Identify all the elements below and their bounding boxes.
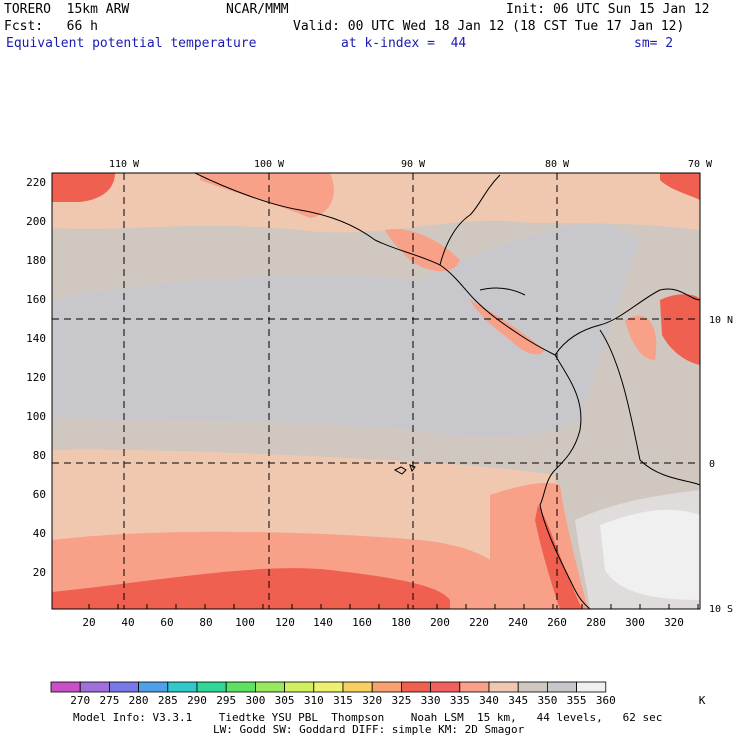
map-frame [51, 172, 701, 610]
colorbar-swatch [138, 681, 169, 693]
colorbar-label: 300 [245, 694, 265, 707]
colorbar-swatch [517, 681, 548, 693]
colorbar-label: 340 [479, 694, 499, 707]
colorbar-label: 295 [216, 694, 236, 707]
x-tick: 180 [391, 616, 411, 629]
lon-label-70w: 70 W [688, 159, 713, 170]
colorbar-swatch [488, 681, 519, 693]
y-tick: 140 [26, 332, 46, 345]
x-tick: 20 [82, 616, 95, 629]
y-tick: 20 [33, 566, 46, 579]
colorbar-swatch [167, 681, 198, 693]
y-tick: 100 [26, 410, 46, 423]
colorbar-swatch [254, 681, 285, 693]
colorbar-label: 285 [158, 694, 178, 707]
model-name: TORERO 15km ARW [4, 2, 130, 17]
colorbar-label: 325 [391, 694, 411, 707]
colorbar-unit: K [699, 694, 706, 707]
x-tick: 60 [160, 616, 173, 629]
y-tick: 120 [26, 371, 46, 384]
colorbar-swatch [400, 681, 431, 693]
forecast-hour: Fcst: 66 h [4, 19, 98, 34]
colorbar-label: 270 [70, 694, 90, 707]
x-tick: 300 [625, 616, 645, 629]
frame-ticks [88, 604, 699, 609]
x-tick: 100 [235, 616, 255, 629]
lon-label-100w: 100 W [254, 159, 285, 170]
y-tick: 180 [26, 254, 46, 267]
colorbar-swatch [430, 681, 461, 693]
colorbar-label: 280 [129, 694, 149, 707]
x-tick: 160 [352, 616, 372, 629]
y-tick: 40 [33, 527, 46, 540]
y-tick: 160 [26, 293, 46, 306]
y-tick: 200 [26, 215, 46, 228]
lon-label-90w: 90 W [401, 159, 426, 170]
x-tick: 280 [586, 616, 606, 629]
valid-time: Valid: 00 UTC Wed 18 Jan 12 (18 CST Tue … [293, 19, 685, 34]
colorbar-label: 335 [450, 694, 470, 707]
x-tick: 200 [430, 616, 450, 629]
colorbar-label: 275 [99, 694, 119, 707]
colorbar-swatch [547, 681, 578, 693]
colorbar-swatch [576, 681, 607, 693]
level-label: at k-index = 44 [341, 36, 467, 51]
lon-label-110w: 110 W [109, 159, 140, 170]
colorbar-swatch [109, 681, 140, 693]
model-info-line2: LW: Godd SW: Goddard DIFF: simple KM: 2D… [213, 723, 525, 736]
colorbar-label: 320 [362, 694, 382, 707]
x-tick: 80 [199, 616, 212, 629]
x-tick: 120 [275, 616, 295, 629]
colorbar-swatch [225, 681, 256, 693]
colorbar-swatch [284, 681, 315, 693]
colorbar-label: 360 [596, 694, 616, 707]
colorbar-swatch [313, 681, 344, 693]
x-tick: 220 [469, 616, 489, 629]
lat-lon-grid [52, 173, 700, 609]
smoothing-label: sm= 2 [634, 36, 674, 51]
lat-label-10n: 10 N [709, 315, 733, 326]
organization: NCAR/MMM [226, 2, 289, 17]
colorbar-labels: 270 275 280 285 290 295 300 305 310 315 320 325 330 3… [70, 694, 615, 707]
lat-label-eq: 0 [709, 459, 715, 470]
colorbar-swatch [79, 681, 110, 693]
lat-label-10s: 10 S [709, 604, 733, 615]
coastlines [194, 173, 700, 609]
x-tick: 140 [313, 616, 333, 629]
colorbar-swatch [371, 681, 402, 693]
x-tick: 240 [508, 616, 528, 629]
model-info-line1: Model Info: V3.3.1 Tiedtke YSU PBL Thomp… [73, 711, 663, 724]
y-tick: 220 [26, 176, 46, 189]
y-tick: 80 [33, 449, 46, 462]
y-tick: 60 [33, 488, 46, 501]
theta-e-field [52, 173, 700, 609]
colorbar-label: 310 [304, 694, 324, 707]
colorbar-label: 350 [537, 694, 557, 707]
colorbar-label: 315 [333, 694, 353, 707]
colorbar-swatch [196, 681, 227, 693]
field-name: Equivalent potential temperature [6, 36, 257, 51]
colorbar-swatch [459, 681, 490, 693]
colorbar-swatch [50, 681, 81, 693]
x-tick: 260 [547, 616, 567, 629]
colorbar-label: 345 [508, 694, 528, 707]
x-tick: 40 [121, 616, 134, 629]
colorbar-label: 355 [567, 694, 587, 707]
colorbar-label: 330 [421, 694, 441, 707]
x-tick: 320 [664, 616, 684, 629]
init-time: Init: 06 UTC Sun 15 Jan 12 [506, 2, 710, 17]
colorbar-label: 290 [187, 694, 207, 707]
colorbar-label: 305 [275, 694, 295, 707]
colorbar-swatch [342, 681, 373, 693]
colorbar [50, 681, 607, 693]
lon-label-80w: 80 W [545, 159, 570, 170]
